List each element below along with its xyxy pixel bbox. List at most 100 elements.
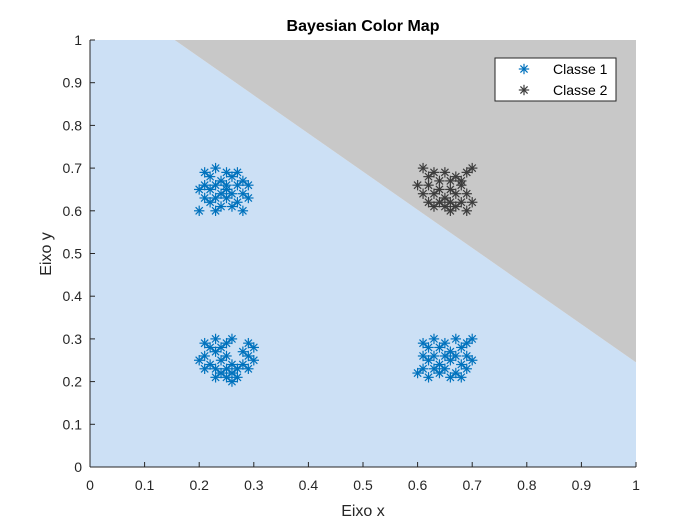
data-point-classe-1 xyxy=(450,350,462,362)
data-point-classe-1 xyxy=(204,197,216,208)
data-point-classe-1 xyxy=(461,337,472,349)
data-point-classe-2 xyxy=(450,201,462,212)
data-point-classe-1 xyxy=(456,342,467,353)
data-point-classe-1 xyxy=(417,350,429,362)
data-point-classe-1 xyxy=(237,346,249,357)
data-point-classe-1 xyxy=(210,346,221,357)
data-point-classe-1 xyxy=(445,355,456,366)
data-point-classe-2 xyxy=(467,162,478,174)
data-point-classe-1 xyxy=(412,367,423,379)
data-point-classe-1 xyxy=(226,333,238,345)
legend-marker-classe-2 xyxy=(518,84,530,96)
chart-title: Bayesian Color Map xyxy=(287,18,440,35)
data-point-classe-1 xyxy=(210,162,221,174)
legend-label-classe-2: Classe 2 xyxy=(553,82,608,98)
data-point-classe-1 xyxy=(428,350,440,362)
y-tick-label: 0.1 xyxy=(63,416,83,432)
y-axis-label: Eixo y xyxy=(38,232,55,276)
data-point-classe-1 xyxy=(423,355,434,366)
data-point-classe-2 xyxy=(461,167,472,178)
data-point-classe-1 xyxy=(237,188,249,199)
y-tick-label: 0.5 xyxy=(63,246,83,262)
data-point-classe-1 xyxy=(210,192,221,204)
x-tick-label: 0.2 xyxy=(189,477,209,493)
data-point-classe-2 xyxy=(456,197,467,208)
data-point-classe-2 xyxy=(434,184,445,195)
data-point-classe-1 xyxy=(204,184,216,195)
data-point-classe-1 xyxy=(461,350,472,362)
y-tick-label: 0.6 xyxy=(63,203,83,219)
data-point-classe-2 xyxy=(423,171,434,182)
data-point-classe-1 xyxy=(237,175,249,187)
data-point-classe-2 xyxy=(412,179,423,191)
legend-marker-symbol xyxy=(518,63,530,75)
data-point-classe-1 xyxy=(210,179,221,191)
data-point-classe-1 xyxy=(243,179,254,191)
data-point-classe-1 xyxy=(221,184,232,195)
plot-area xyxy=(90,40,636,467)
data-point-classe-1 xyxy=(243,363,254,374)
data-point-classe-1 xyxy=(226,201,238,212)
data-point-classe-2 xyxy=(434,197,445,208)
data-point-classe-1 xyxy=(456,359,467,370)
data-point-classe-1 xyxy=(232,179,243,191)
y-tick-label: 1 xyxy=(74,32,82,48)
data-point-classe-1 xyxy=(434,342,445,353)
data-point-classe-1 xyxy=(248,342,259,353)
legend-marker-symbol xyxy=(518,84,530,96)
data-point-classe-1 xyxy=(199,337,210,349)
data-point-classe-1 xyxy=(237,359,249,370)
x-tick-label: 0.9 xyxy=(572,477,592,493)
data-point-classe-2 xyxy=(423,197,434,208)
data-point-classe-1 xyxy=(434,359,445,370)
data-point-classe-1 xyxy=(243,192,254,204)
data-point-classe-1 xyxy=(226,171,238,182)
data-point-classe-2 xyxy=(428,167,440,178)
data-point-classe-1 xyxy=(439,350,451,362)
y-tick-label: 0.4 xyxy=(63,288,83,304)
y-tick-label: 0.2 xyxy=(63,374,83,390)
data-point-classe-1 xyxy=(450,333,462,345)
data-point-classe-1 xyxy=(243,350,254,362)
data-point-classe-1 xyxy=(204,359,216,370)
data-point-classe-1 xyxy=(417,363,429,374)
data-point-classe-1 xyxy=(221,337,232,349)
x-tick-label: 0.6 xyxy=(408,477,428,493)
x-tick-label: 0.4 xyxy=(299,477,319,493)
data-point-classe-1 xyxy=(450,367,462,379)
data-point-classe-1 xyxy=(434,367,445,379)
x-tick-label: 0.3 xyxy=(244,477,264,493)
data-point-classe-1 xyxy=(204,342,216,353)
y-tick-label: 0 xyxy=(74,459,82,475)
data-point-classe-2 xyxy=(439,201,451,212)
x-tick-label: 1 xyxy=(632,477,640,493)
data-point-classe-1 xyxy=(215,175,227,187)
data-point-classe-1 xyxy=(428,333,440,345)
data-point-classe-1 xyxy=(210,372,221,383)
x-axis-label: Eixo x xyxy=(341,503,385,520)
data-point-classe-1 xyxy=(439,363,451,374)
data-point-classe-1 xyxy=(204,171,216,182)
data-point-classe-1 xyxy=(417,337,429,349)
data-point-classe-2 xyxy=(445,184,456,195)
x-tick-label: 0.7 xyxy=(462,477,482,493)
x-tick-labels: 0 0.1 0.2 0.3 0.4 0.5 0.6 0.7 0.8 0.9 1 xyxy=(86,477,640,493)
data-point-classe-1 xyxy=(199,192,210,204)
data-point-classe-2 xyxy=(450,188,462,199)
data-point-classe-1 xyxy=(237,205,249,216)
data-point-classe-1 xyxy=(199,350,210,362)
data-point-classe-1 xyxy=(248,355,259,366)
data-point-classe-1 xyxy=(423,342,434,353)
scatter-points xyxy=(194,162,478,387)
data-point-classe-1 xyxy=(243,337,254,349)
data-point-classe-1 xyxy=(467,333,478,345)
data-point-classe-1 xyxy=(226,188,238,199)
data-point-classe-2 xyxy=(461,188,472,199)
data-point-classe-2 xyxy=(450,171,462,182)
y-tick-label: 0.7 xyxy=(63,160,83,176)
legend: Classe 1 Classe 2 xyxy=(494,57,617,102)
data-point-classe-1 xyxy=(199,179,210,191)
data-point-classe-2 xyxy=(428,188,440,199)
data-point-classe-1 xyxy=(221,350,232,362)
